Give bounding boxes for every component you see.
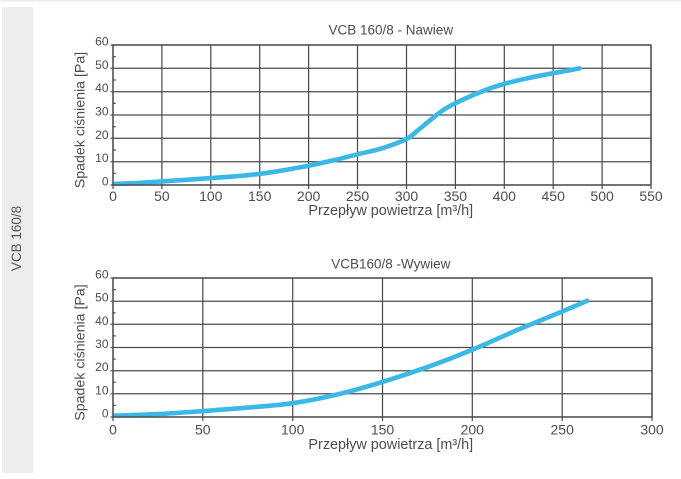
svg-text:40: 40 xyxy=(95,81,109,95)
svg-text:200: 200 xyxy=(297,188,321,204)
svg-text:VCB160/8 -Wywiew: VCB160/8 -Wywiew xyxy=(331,257,450,272)
svg-text:30: 30 xyxy=(95,337,109,351)
svg-text:0: 0 xyxy=(102,175,109,189)
svg-text:50: 50 xyxy=(95,58,109,72)
svg-text:0: 0 xyxy=(109,188,117,204)
svg-text:300: 300 xyxy=(395,188,419,204)
svg-text:300: 300 xyxy=(640,422,664,438)
svg-text:250: 250 xyxy=(551,422,575,438)
svg-text:Spadek ciśnienia [Pa]: Spadek ciśnienia [Pa] xyxy=(73,52,89,188)
svg-text:350: 350 xyxy=(444,188,468,204)
svg-text:Przepływ powietrza [m³/h]: Przepływ powietrza [m³/h] xyxy=(308,437,473,453)
svg-text:50: 50 xyxy=(195,422,211,438)
svg-text:VCB 160/8 - Nawiew: VCB 160/8 - Nawiew xyxy=(329,23,454,38)
svg-text:10: 10 xyxy=(95,383,109,397)
svg-text:450: 450 xyxy=(542,188,566,204)
svg-text:250: 250 xyxy=(346,188,370,204)
svg-text:400: 400 xyxy=(493,188,517,204)
svg-text:30: 30 xyxy=(95,105,109,119)
svg-text:VCB 160/8: VCB 160/8 xyxy=(9,206,24,271)
svg-text:Przepływ powietrza [m³/h]: Przepływ powietrza [m³/h] xyxy=(308,203,473,219)
svg-text:500: 500 xyxy=(590,188,614,204)
svg-text:100: 100 xyxy=(281,422,305,438)
svg-text:200: 200 xyxy=(461,422,485,438)
svg-text:150: 150 xyxy=(248,188,272,204)
svg-text:40: 40 xyxy=(95,314,109,328)
svg-text:20: 20 xyxy=(95,360,109,374)
svg-text:60: 60 xyxy=(95,268,109,282)
svg-text:0: 0 xyxy=(109,422,117,438)
svg-text:50: 50 xyxy=(154,188,170,204)
svg-text:100: 100 xyxy=(199,188,223,204)
svg-text:10: 10 xyxy=(95,151,109,165)
svg-text:50: 50 xyxy=(95,291,109,305)
svg-text:150: 150 xyxy=(371,422,395,438)
svg-text:0: 0 xyxy=(102,407,109,421)
svg-text:20: 20 xyxy=(95,128,109,142)
svg-text:Spadek ciśnienia [Pa]: Spadek ciśnienia [Pa] xyxy=(73,284,89,420)
svg-text:60: 60 xyxy=(95,35,109,49)
svg-text:550: 550 xyxy=(639,188,663,204)
